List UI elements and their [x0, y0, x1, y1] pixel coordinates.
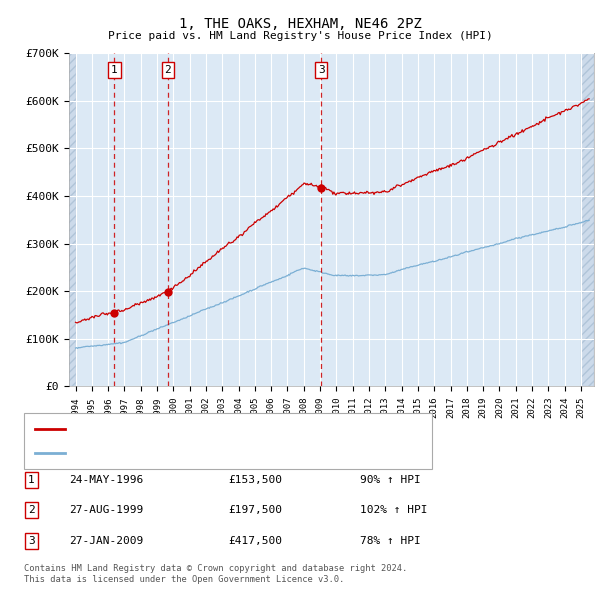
Text: 2: 2 [28, 506, 35, 515]
Bar [69, 53, 76, 386]
Text: Price paid vs. HM Land Registry's House Price Index (HPI): Price paid vs. HM Land Registry's House … [107, 31, 493, 41]
Text: £417,500: £417,500 [228, 536, 282, 546]
Bar [69, 53, 76, 386]
Text: 1, THE OAKS, HEXHAM, NE46 2PZ: 1, THE OAKS, HEXHAM, NE46 2PZ [179, 17, 421, 31]
Text: £197,500: £197,500 [228, 506, 282, 515]
Bar [581, 53, 594, 386]
Text: 90% ↑ HPI: 90% ↑ HPI [360, 475, 421, 484]
Text: 1: 1 [111, 65, 118, 75]
Bar [581, 53, 594, 386]
Text: 3: 3 [28, 536, 35, 546]
Text: 2: 2 [164, 65, 171, 75]
Text: 3: 3 [318, 65, 325, 75]
Text: 24-MAY-1996: 24-MAY-1996 [69, 475, 143, 484]
Text: 1: 1 [28, 475, 35, 484]
Text: 78% ↑ HPI: 78% ↑ HPI [360, 536, 421, 546]
Text: Contains HM Land Registry data © Crown copyright and database right 2024.: Contains HM Land Registry data © Crown c… [24, 565, 407, 573]
Text: 1, THE OAKS, HEXHAM, NE46 2PZ (detached house): 1, THE OAKS, HEXHAM, NE46 2PZ (detached … [71, 424, 347, 434]
Text: 102% ↑ HPI: 102% ↑ HPI [360, 506, 427, 515]
Text: This data is licensed under the Open Government Licence v3.0.: This data is licensed under the Open Gov… [24, 575, 344, 584]
Text: HPI: Average price, detached house, Northumberland: HPI: Average price, detached house, Nort… [71, 448, 371, 458]
Text: £153,500: £153,500 [228, 475, 282, 484]
Text: 27-JAN-2009: 27-JAN-2009 [69, 536, 143, 546]
Text: 27-AUG-1999: 27-AUG-1999 [69, 506, 143, 515]
